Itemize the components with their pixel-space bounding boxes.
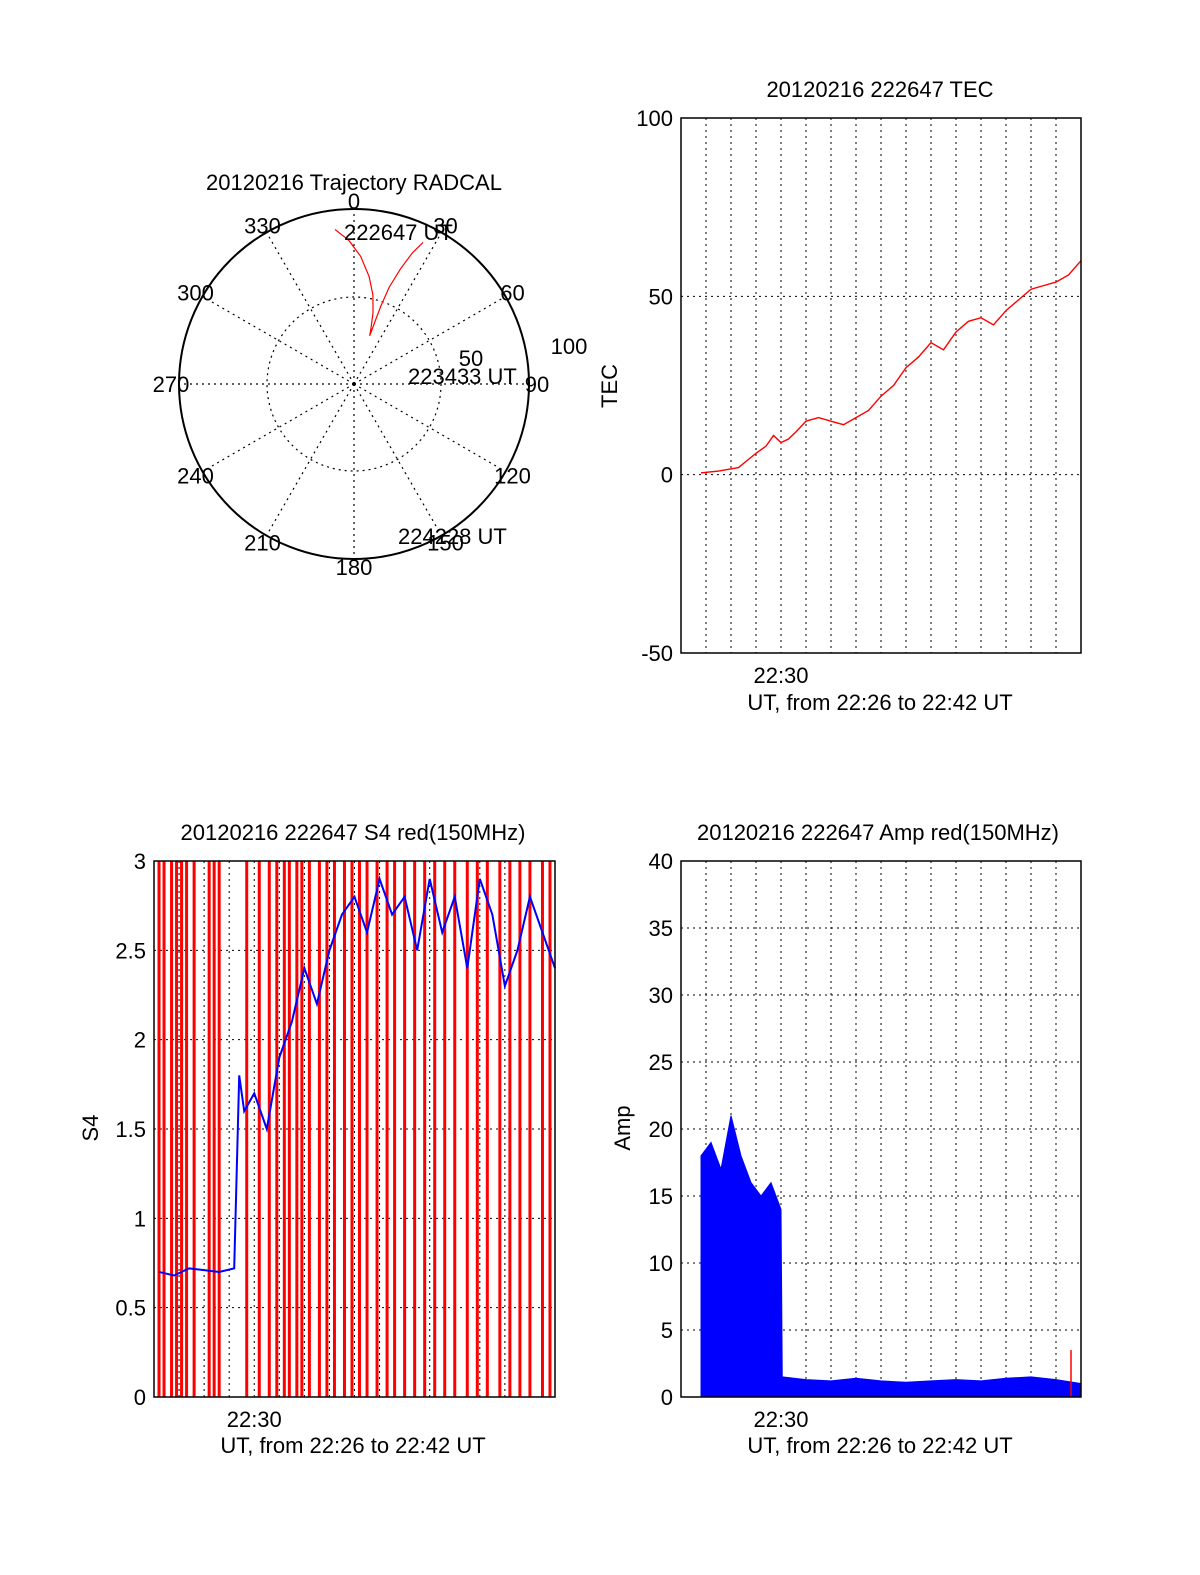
y-tick-label: 1.5 — [115, 1117, 146, 1142]
polar-angle-label: 270 — [153, 372, 190, 397]
polar-spoke — [265, 232, 355, 385]
y-tick-label: 5 — [661, 1318, 673, 1343]
polar-spoke — [353, 232, 443, 385]
tec-y-label: TEC — [597, 364, 622, 408]
s4-title: 20120216 222647 S4 red(150MHz) — [181, 820, 526, 845]
y-tick-label: 2.5 — [115, 938, 146, 963]
trajectory-panel: 20120216 Trajectory RADCAL 0 30 60 90 120 150… — [153, 170, 588, 580]
tec-title: 20120216 222647 TEC — [766, 77, 993, 102]
trajectory-end-label: 224228 UT — [398, 524, 507, 549]
polar-radius-label: 100 — [551, 334, 588, 359]
polar-angle-label: 210 — [244, 530, 281, 555]
s4-y-label: S4 — [78, 1115, 103, 1142]
polar-angle-label: 300 — [177, 281, 214, 306]
y-tick-label: 0 — [134, 1385, 146, 1410]
plot-frame — [680, 117, 1082, 654]
y-tick-label: -50 — [641, 641, 673, 666]
y-tick-label: 0 — [661, 463, 673, 488]
trajectory-title: 20120216 Trajectory RADCAL — [206, 170, 502, 195]
tec-x-label: UT, from 22:26 to 22:42 UT — [747, 690, 1012, 715]
polar-spoke — [202, 383, 355, 473]
amp-series-area — [700, 1115, 1082, 1398]
polar-angle-label: 240 — [177, 464, 214, 489]
polar-angle-label: 60 — [500, 281, 524, 306]
polar-radius-label: 50 — [459, 346, 483, 371]
y-tick-label: 15 — [649, 1184, 673, 1209]
polar-angle-label: 180 — [336, 555, 373, 580]
x-tick-label: 22:30 — [753, 663, 808, 688]
polar-angle-label: 330 — [244, 214, 281, 239]
polar-angle-label: 30 — [433, 214, 457, 239]
amp-panel: 20120216 222647 Amp red(150MHz) 0 5 10 15 20… — [610, 820, 1082, 1458]
polar-spoke — [353, 383, 506, 473]
polar-spoke — [265, 383, 355, 536]
y-tick-label: 10 — [649, 1251, 673, 1276]
y-tick-label: 100 — [636, 106, 673, 131]
y-tick-label: 0.5 — [115, 1296, 146, 1321]
s4-series-line — [158, 875, 556, 1277]
y-tick-label: 3 — [134, 849, 146, 874]
polar-spoke — [353, 383, 443, 536]
s4-x-label: UT, from 22:26 to 22:42 UT — [220, 1433, 485, 1458]
polar-labels: 0 30 60 90 120 150 180 210 240 270 300 330 50 100 — [153, 189, 588, 580]
polar-inner-ring — [266, 296, 442, 472]
y-tick-label: 1 — [134, 1206, 146, 1231]
amp-title: 20120216 222647 Amp red(150MHz) — [697, 820, 1059, 845]
trajectory-mid-label: 223433 UT — [408, 364, 517, 389]
x-tick-label: 22:30 — [753, 1407, 808, 1432]
polar-grid — [179, 209, 529, 559]
polar-outer-ring — [178, 208, 530, 560]
amp-x-label: UT, from 22:26 to 22:42 UT — [747, 1433, 1012, 1458]
plot-frame — [680, 860, 1082, 1398]
trajectory-track — [334, 228, 424, 336]
s4-panel: 20120216 222647 S4 red(150MHz) 0 0.5 1 1.5 2… — [78, 820, 556, 1458]
polar-angle-label: 90 — [525, 372, 549, 397]
trajectory-start-label: 222647 UT — [344, 220, 453, 245]
polar-spoke — [202, 295, 355, 385]
y-tick-label: 25 — [649, 1050, 673, 1075]
plot-frame — [153, 860, 556, 1398]
x-tick-label: 22:30 — [227, 1407, 282, 1432]
y-tick-label: 35 — [649, 916, 673, 941]
y-tick-label: 30 — [649, 983, 673, 1008]
polar-spoke — [353, 295, 506, 385]
polar-angle-label: 0 — [348, 189, 360, 214]
amp-y-label: Amp — [610, 1105, 635, 1150]
tec-series-line — [700, 260, 1082, 474]
polar-angle-label: 150 — [427, 530, 464, 555]
y-tick-label: 20 — [649, 1117, 673, 1142]
y-tick-label: 40 — [649, 849, 673, 874]
y-tick-label: 2 — [134, 1028, 146, 1053]
y-tick-label: 0 — [661, 1385, 673, 1410]
polar-angle-label: 120 — [494, 464, 531, 489]
tec-panel: 20120216 222647 TEC -50 0 50 100 22:30 UT, f… — [597, 77, 1082, 715]
y-tick-label: 50 — [649, 284, 673, 309]
